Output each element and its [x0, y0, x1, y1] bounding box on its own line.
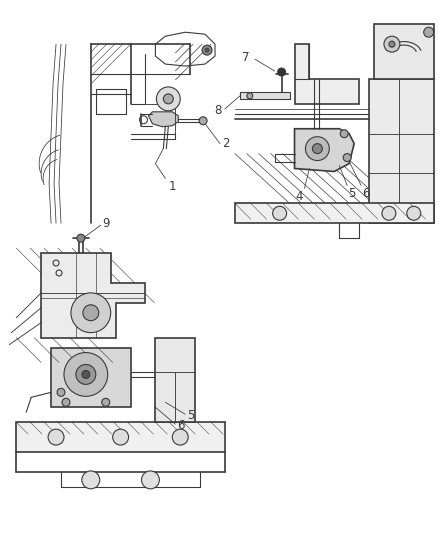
Circle shape: [305, 136, 328, 160]
Text: 6: 6: [361, 188, 369, 200]
Circle shape: [71, 293, 110, 333]
Circle shape: [141, 471, 159, 489]
Polygon shape: [373, 25, 433, 79]
Circle shape: [246, 93, 252, 99]
Polygon shape: [51, 348, 130, 407]
Polygon shape: [16, 422, 224, 452]
Circle shape: [62, 398, 70, 406]
Polygon shape: [239, 92, 289, 99]
Text: 1: 1: [168, 181, 176, 193]
Text: 4: 4: [294, 190, 302, 204]
Text: 7: 7: [242, 51, 249, 63]
Circle shape: [156, 87, 180, 111]
Circle shape: [277, 68, 285, 76]
Circle shape: [312, 144, 321, 154]
Circle shape: [82, 471, 99, 489]
Polygon shape: [234, 203, 433, 223]
Polygon shape: [294, 44, 358, 104]
Circle shape: [64, 352, 107, 397]
Polygon shape: [148, 112, 178, 127]
Text: 5: 5: [187, 409, 194, 422]
Text: 2: 2: [222, 137, 229, 150]
Circle shape: [82, 370, 90, 378]
Polygon shape: [155, 337, 195, 422]
Text: 6: 6: [177, 418, 184, 432]
Circle shape: [406, 206, 420, 220]
Circle shape: [48, 429, 64, 445]
Polygon shape: [368, 79, 433, 223]
Circle shape: [172, 429, 188, 445]
Text: 8: 8: [214, 104, 222, 117]
Circle shape: [205, 48, 208, 52]
Polygon shape: [294, 129, 353, 172]
Circle shape: [102, 398, 110, 406]
Circle shape: [83, 305, 99, 321]
Circle shape: [113, 429, 128, 445]
Circle shape: [383, 36, 399, 52]
Circle shape: [76, 365, 95, 384]
Circle shape: [57, 389, 65, 397]
Circle shape: [381, 206, 395, 220]
Circle shape: [339, 130, 347, 138]
Circle shape: [163, 94, 173, 104]
Circle shape: [201, 45, 212, 55]
Circle shape: [423, 27, 433, 37]
Text: 9: 9: [102, 217, 110, 230]
Text: 5: 5: [347, 188, 355, 200]
Polygon shape: [41, 253, 145, 337]
Circle shape: [388, 41, 394, 47]
Circle shape: [199, 117, 207, 125]
Circle shape: [272, 206, 286, 220]
Circle shape: [77, 234, 85, 242]
Circle shape: [343, 154, 350, 161]
